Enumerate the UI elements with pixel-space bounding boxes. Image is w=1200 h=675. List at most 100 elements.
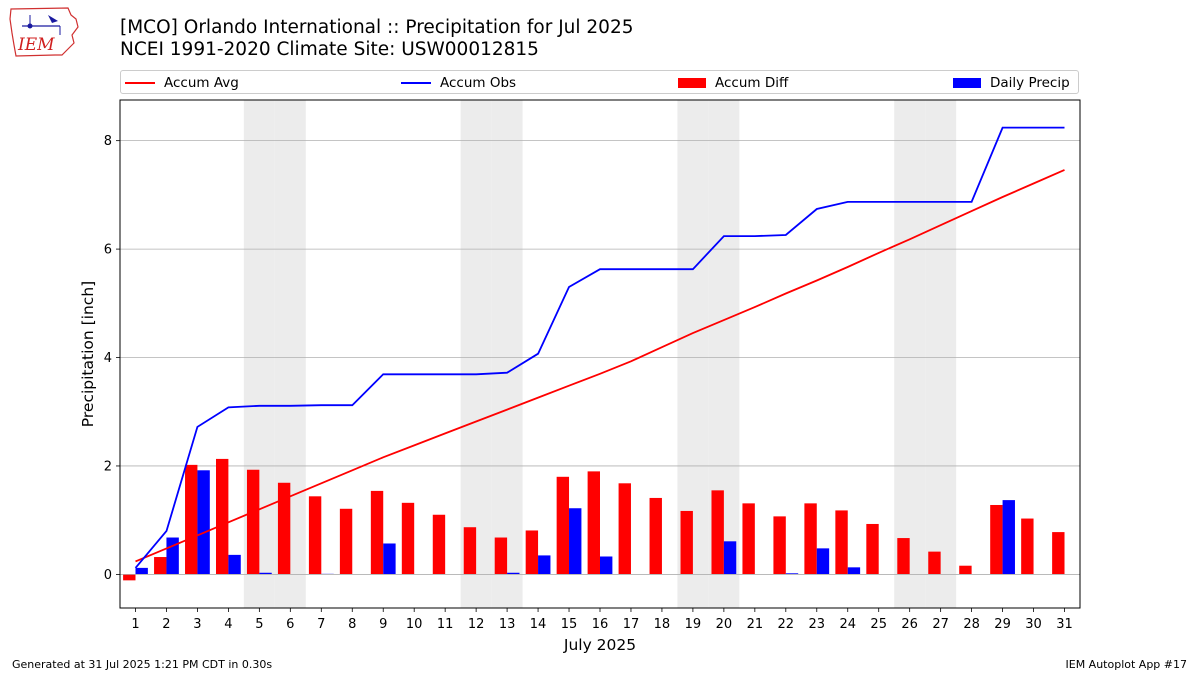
xtick-label-15: 15 — [561, 617, 578, 632]
weekend-shade-27 — [925, 100, 957, 608]
weekend-shade-12 — [460, 100, 492, 608]
bar-accum-diff-day-15 — [556, 476, 570, 575]
bar-accum-diff-day-7 — [308, 496, 322, 575]
xtick-label-24: 24 — [839, 617, 856, 632]
bar-accum-diff-day-2 — [154, 557, 167, 575]
legend-swatch-daily-precip — [953, 78, 981, 88]
xtick-label-8: 8 — [348, 617, 356, 632]
legend-swatch-accum-diff — [678, 78, 706, 88]
bar-daily-precip-day-4 — [228, 554, 241, 575]
xtick-label-14: 14 — [530, 617, 547, 632]
legend-label-accum-avg: Accum Avg — [164, 75, 239, 91]
weekend-shade-26 — [894, 100, 926, 608]
xtick-label-11: 11 — [437, 617, 454, 632]
bar-daily-precip-day-29 — [1002, 500, 1015, 575]
xtick-label-20: 20 — [716, 617, 733, 632]
xtick-label-17: 17 — [623, 617, 640, 632]
xtick-label-30: 30 — [1025, 617, 1042, 632]
bar-daily-precip-day-16 — [600, 556, 613, 575]
bar-accum-diff-day-3 — [185, 464, 198, 575]
ytick-label-8: 8 — [104, 134, 112, 149]
bar-accum-diff-day-17 — [618, 483, 631, 575]
bar-accum-diff-day-25 — [866, 523, 879, 575]
line-accum-avg — [135, 169, 1065, 563]
xtick-label-16: 16 — [592, 617, 609, 632]
legend-item-accum-diff: Accum Diff — [678, 74, 788, 92]
bar-daily-precip-day-22 — [785, 573, 799, 575]
bar-accum-diff-day-18 — [649, 497, 662, 575]
xtick-label-3: 3 — [193, 617, 201, 632]
chart-title: [MCO] Orlando International :: Precipita… — [120, 17, 634, 38]
bar-accum-diff-day-21 — [742, 503, 755, 575]
bar-daily-precip-day-13 — [507, 572, 520, 575]
bar-accum-diff-day-26 — [897, 538, 910, 575]
bar-accum-diff-day-10 — [401, 502, 415, 575]
xtick-label-7: 7 — [317, 617, 325, 632]
bar-daily-precip-day-1 — [135, 567, 148, 575]
xtick-label-26: 26 — [901, 617, 918, 632]
xtick-label-12: 12 — [468, 617, 485, 632]
bar-accum-diff-day-16 — [587, 471, 600, 575]
bar-accum-diff-day-1 — [123, 574, 136, 581]
ytick-label-0: 0 — [104, 568, 112, 583]
xtick-label-2: 2 — [162, 617, 170, 632]
bar-daily-precip-day-23 — [816, 548, 830, 575]
chart-subtitle: NCEI 1991-2020 Climate Site: USW00012815 — [120, 39, 539, 60]
bar-daily-precip-day-15 — [569, 508, 582, 575]
xtick-label-4: 4 — [224, 617, 232, 632]
legend-swatch-accum-obs — [401, 82, 431, 84]
xtick-label-18: 18 — [654, 617, 671, 632]
bar-daily-precip-day-20 — [723, 541, 737, 575]
legend-item-accum-obs: Accum Obs — [401, 74, 516, 92]
bar-daily-precip-day-3 — [197, 470, 210, 575]
iem-logo: IEM — [9, 7, 79, 57]
bar-accum-diff-day-20 — [711, 490, 724, 575]
bar-accum-diff-day-5 — [246, 469, 260, 575]
bar-accum-diff-day-4 — [216, 458, 229, 575]
bar-accum-diff-day-11 — [432, 514, 446, 575]
xtick-label-31: 31 — [1056, 617, 1073, 632]
bar-daily-precip-day-5 — [259, 572, 272, 575]
line-accum-obs — [134, 126, 1065, 569]
xtick-label-23: 23 — [809, 617, 826, 632]
bar-daily-precip-day-14 — [538, 555, 551, 575]
bar-accum-diff-day-19 — [680, 510, 693, 575]
xtick-label-27: 27 — [932, 617, 949, 632]
xtick-label-28: 28 — [963, 617, 980, 632]
ytick-label-6: 6 — [104, 243, 112, 258]
bar-accum-diff-day-31 — [1052, 532, 1065, 575]
xtick-label-22: 22 — [778, 617, 795, 632]
xtick-label-6: 6 — [286, 617, 294, 632]
xtick-label-13: 13 — [499, 617, 516, 632]
bar-daily-precip-day-24 — [847, 567, 861, 575]
bar-accum-diff-day-6 — [277, 482, 291, 575]
legend-label-accum-obs: Accum Obs — [440, 75, 517, 91]
bar-accum-diff-day-23 — [804, 503, 817, 575]
legend-swatch-accum-avg — [125, 82, 155, 84]
bar-accum-diff-day-22 — [773, 516, 786, 575]
bar-accum-diff-day-30 — [1021, 518, 1034, 575]
bar-accum-diff-day-28 — [959, 565, 972, 575]
bar-accum-diff-day-27 — [928, 551, 941, 575]
iem-logo-text: IEM — [17, 35, 55, 55]
ytick-label-4: 4 — [104, 351, 112, 366]
bar-accum-diff-day-13 — [494, 537, 508, 575]
generated-timestamp: Generated at 31 Jul 2025 1:21 PM CDT in … — [12, 658, 273, 671]
xtick-label-5: 5 — [255, 617, 263, 632]
bar-accum-diff-day-14 — [525, 530, 539, 575]
iowa-outline-icon — [9, 7, 79, 57]
legend-item-daily-precip: Daily Precip — [953, 74, 1070, 92]
legend-label-daily-precip: Daily Precip — [990, 75, 1070, 91]
bar-accum-diff-day-8 — [339, 508, 353, 575]
legend-label-accum-diff: Accum Diff — [715, 75, 789, 91]
bar-accum-diff-day-29 — [990, 504, 1003, 575]
legend-item-accum-avg: Accum Avg — [125, 74, 239, 92]
xtick-label-25: 25 — [870, 617, 887, 632]
bar-accum-diff-day-12 — [463, 527, 477, 575]
ytick-label-2: 2 — [104, 459, 112, 474]
xtick-label-29: 29 — [994, 617, 1011, 632]
xtick-label-9: 9 — [379, 617, 387, 632]
autoplot-app-id: IEM Autoplot App #17 — [1065, 658, 1188, 671]
x-axis-label: July 2025 — [563, 636, 636, 654]
